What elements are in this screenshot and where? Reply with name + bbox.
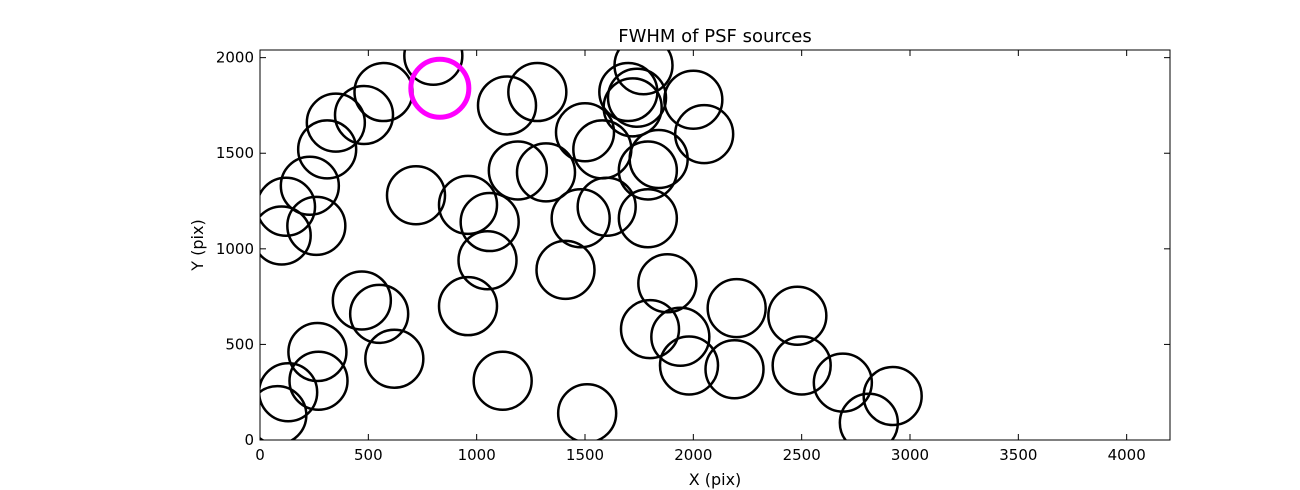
source-marker: [459, 191, 520, 253]
source-marker: [619, 298, 681, 360]
source-marker: [305, 92, 367, 153]
source-marker: [515, 142, 577, 203]
y-tick-label: 0: [244, 431, 254, 449]
source-marker: [706, 277, 767, 339]
source-marker: [437, 174, 499, 236]
x-tick-label: 2000: [674, 446, 712, 464]
source-marker: [628, 128, 689, 190]
source-marker: [260, 384, 308, 440]
source-marker: [613, 50, 674, 96]
source-marker: [767, 285, 828, 346]
source-marker: [279, 155, 341, 216]
source-marker: [348, 283, 410, 345]
y-axis-label: Y (pix): [188, 219, 207, 271]
source-marker: [771, 335, 832, 396]
source-marker: [437, 275, 499, 337]
highlighted-source-marker: [408, 56, 472, 120]
source-marker: [535, 239, 596, 301]
x-tick-label: 0: [255, 446, 265, 464]
y-tick-label: 2000: [216, 49, 254, 67]
source-marker: [403, 50, 464, 86]
x-tick-label: 1000: [458, 446, 496, 464]
x-tick-label: 1500: [566, 446, 604, 464]
source-marker: [617, 187, 679, 249]
source-marker: [288, 350, 349, 411]
source-marker: [663, 69, 724, 130]
source-marker: [550, 187, 611, 249]
source-marker: [333, 84, 395, 146]
x-tick-label: 3500: [999, 446, 1037, 464]
x-axis-ticks: 0 500 1000 1500 2000 2500 3000 3500 4000: [255, 50, 1146, 464]
source-marker: [673, 103, 735, 165]
source-marker: [658, 335, 720, 396]
source-marker: [364, 328, 425, 389]
source-marker: [602, 77, 663, 138]
source-marker: [507, 61, 568, 123]
source-marker: [572, 119, 633, 180]
source-marker: [260, 361, 319, 423]
x-tick-label: 500: [354, 446, 383, 464]
source-marker: [287, 321, 348, 383]
source-marker: [812, 352, 874, 413]
source-marker: [617, 140, 679, 201]
source-marker: [296, 119, 358, 180]
y-tick-label: 500: [225, 335, 254, 353]
source-marker: [838, 392, 900, 440]
plot-frame: [259, 49, 1171, 441]
source-marker: [487, 140, 549, 201]
data-points: [260, 50, 923, 440]
source-marker: [637, 252, 698, 314]
x-tick-label: 4000: [1108, 446, 1146, 464]
source-marker: [457, 230, 518, 291]
source-marker: [556, 382, 618, 440]
source-marker: [260, 205, 312, 266]
source-marker: [472, 350, 533, 411]
y-tick-label: 1500: [216, 144, 254, 162]
x-tick-label: 2500: [783, 446, 821, 464]
source-marker: [286, 195, 347, 257]
source-marker: [704, 339, 765, 400]
source-marker: [554, 101, 616, 163]
x-axis-label: X (pix): [689, 470, 742, 489]
source-marker: [385, 165, 447, 226]
y-axis-ticks: 0 500 1000 1500 2000: [216, 49, 1170, 449]
source-marker: [331, 270, 393, 331]
source-marker: [862, 365, 923, 427]
chart-title: FWHM of PSF sources: [618, 26, 812, 47]
y-tick-label: 1000: [216, 240, 254, 258]
source-marker: [650, 306, 711, 368]
x-tick-label: 3000: [891, 446, 929, 464]
source-marker: [260, 176, 317, 238]
source-marker: [476, 75, 538, 136]
source-marker: [576, 176, 637, 238]
source-marker: [606, 67, 668, 129]
